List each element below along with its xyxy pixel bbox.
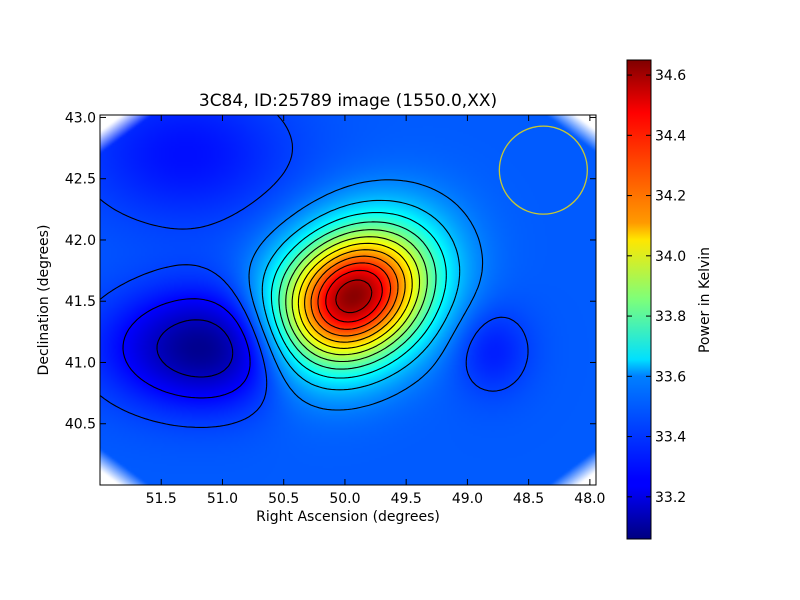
x-tick-label: 48.0 — [574, 491, 605, 507]
x-axis-label: Right Ascension (degrees) — [256, 509, 440, 525]
contour-line — [278, 221, 437, 370]
colorbar-tick-label: 34.2 — [655, 189, 686, 205]
contour-line — [122, 298, 251, 399]
contour-line — [291, 236, 421, 356]
contour-line — [335, 279, 373, 314]
chart-title: 3C84, ID:25789 image (1550.0,XX) — [199, 91, 497, 111]
contour-line — [285, 229, 428, 363]
contour-line — [317, 262, 392, 330]
x-tick-label: 49.0 — [452, 491, 483, 507]
colorbar-frame — [626, 59, 652, 540]
colorbar: 33.2 33.4 33.6 33.8 34.0 34.2 34.4 34.6 Power i… — [626, 59, 713, 540]
colorbar-gradient — [627, 60, 651, 539]
y-ticks: 40.5 41.0 41.5 42.0 42.5 43.0 — [65, 110, 596, 433]
x-tick-label: 49.5 — [391, 491, 422, 507]
contour-line — [304, 249, 406, 343]
contour-line — [261, 199, 461, 391]
contour-line — [310, 255, 399, 337]
y-tick-label: 40.5 — [65, 417, 96, 433]
x-tick-label: 51.5 — [146, 491, 177, 507]
contour-line — [270, 211, 447, 379]
contour-line — [325, 269, 383, 323]
colorbar-tick-label: 34.4 — [655, 128, 686, 144]
x-tick-label: 50.0 — [329, 491, 360, 507]
heatmap-image — [100, 115, 596, 485]
colorbar-label: Power in Kelvin — [697, 247, 713, 353]
colorbar-tick-label: 34.0 — [655, 249, 686, 265]
colorbar-tick-label: 33.8 — [655, 309, 686, 325]
contour-line — [156, 319, 234, 378]
colorbar-tick-label: 33.6 — [655, 369, 686, 385]
x-tick-label: 50.5 — [268, 491, 299, 507]
beam-circle — [498, 125, 588, 215]
colorbar-tick-label: 34.6 — [655, 68, 686, 84]
colorbar-tick-label: 33.2 — [655, 490, 686, 506]
y-tick-label: 42.5 — [65, 172, 96, 188]
x-tick-label: 48.5 — [513, 491, 544, 507]
y-axis-label: Declination (degrees) — [36, 225, 52, 376]
y-tick-label: 41.0 — [65, 355, 96, 371]
axes-frame — [99, 114, 597, 486]
contour-line — [248, 179, 484, 411]
y-tick-label: 42.0 — [65, 233, 96, 249]
y-tick-label: 43.0 — [65, 110, 96, 126]
contour-lines — [100, 115, 529, 428]
x-ticks: 51.5 51.0 50.5 50.0 49.5 49.0 48.5 48.0 — [146, 115, 605, 507]
x-tick-label: 51.0 — [207, 491, 238, 507]
plot-area — [99, 114, 597, 486]
colorbar-ticks: 33.2 33.4 33.6 33.8 34.0 34.2 34.4 34.6 — [627, 68, 686, 506]
y-tick-label: 41.5 — [65, 294, 96, 310]
contour-line — [297, 242, 413, 349]
colorbar-tick-label: 33.4 — [655, 430, 686, 446]
